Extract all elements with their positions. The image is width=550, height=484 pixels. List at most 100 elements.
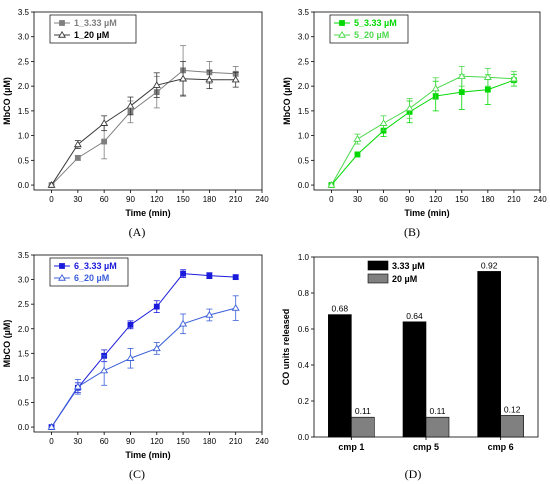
panel-label: (C) [129, 467, 145, 481]
bar-value-label: 0.11 [355, 406, 371, 416]
legend-box [49, 14, 137, 44]
y-axis-label: MbCO (µM) [2, 77, 12, 125]
y-tick-label: 0.0 [298, 181, 310, 190]
x-tick-label: 240 [533, 195, 547, 204]
y-tick-label: 3.0 [18, 33, 30, 42]
data-point [457, 72, 466, 79]
x-tick-label: 120 [150, 437, 164, 446]
plot-frame [313, 11, 541, 191]
legend-box [49, 257, 129, 287]
x-tick-label: 0 [329, 195, 334, 204]
data-point [206, 272, 213, 279]
data-point [74, 154, 81, 161]
x-tick-label: 150 [455, 195, 469, 204]
data-point [231, 304, 240, 311]
series-line [51, 273, 236, 428]
y-tick-label: 0.5 [18, 399, 30, 408]
legend-swatch [367, 260, 389, 271]
data-point [205, 310, 214, 318]
legend-marker [58, 273, 66, 281]
legend-label: 5_3.33 µM [354, 18, 397, 28]
data-point [180, 270, 186, 277]
data-point [327, 180, 336, 188]
series-line [51, 78, 236, 186]
data-point [126, 354, 135, 361]
series-1 [47, 61, 240, 188]
legend: 6_3.33 µM 6_20 µM [49, 257, 129, 287]
y-tick-label: 0.5 [298, 156, 310, 165]
y-tick-label: 0.4 [298, 361, 310, 370]
x-tick-label: 210 [507, 195, 521, 204]
x-tick-label: 30 [73, 195, 82, 204]
x-tick-label: 180 [481, 195, 495, 204]
data-point [484, 86, 491, 93]
panel-label: (B) [404, 225, 420, 239]
series-line [51, 69, 236, 186]
plot-frame [33, 254, 263, 433]
bar-value-label: 0.68 [332, 304, 349, 314]
data-point [205, 75, 214, 83]
data-point [152, 344, 161, 352]
bar-value-label: 0.64 [406, 311, 423, 321]
legend-label: 3.33 µM [392, 261, 425, 271]
x-tick-label: 120 [150, 195, 164, 204]
y-tick-label: 1.5 [18, 349, 30, 358]
line-panel-0: 0 30 60 90 120 150 180 210 240 0.0 0.5 1.0 1.5 2.0 2.5… [2, 8, 269, 239]
data-point [379, 119, 388, 126]
legend: 1_3.33 µM 1_20 µM [49, 14, 137, 44]
y-tick-label: 3.0 [18, 276, 30, 285]
data-point [405, 104, 414, 112]
legend-label: 6_3.33 µM [74, 261, 117, 271]
y-tick-label: 0.0 [18, 181, 30, 190]
y-tick-label: 0.0 [18, 423, 30, 432]
y-tick-label: 0.0 [298, 433, 310, 442]
legend-marker [339, 20, 345, 26]
series-0 [48, 45, 239, 188]
data-point [232, 274, 239, 281]
legend-label: 6_20 µM [74, 273, 109, 283]
data-point [73, 140, 82, 148]
data-point [47, 180, 56, 188]
data-point [483, 73, 492, 80]
y-tick-label: 1.0 [18, 132, 30, 141]
legend-marker [338, 30, 346, 38]
y-tick-label: 0.5 [18, 156, 30, 165]
data-point [458, 89, 465, 95]
y-tick-label: 2.5 [18, 300, 30, 309]
bar-value-label: 0.92 [481, 260, 498, 270]
x-axis-label: Time (min) [125, 208, 170, 218]
legend: 3.33 µM 20 µM [367, 260, 425, 284]
panel-label: (A) [129, 225, 146, 239]
legend-label: 5_20 µM [354, 30, 389, 40]
x-tick-label: 240 [255, 195, 269, 204]
y-tick-label: 3.0 [298, 33, 310, 42]
series-0 [48, 269, 239, 430]
series-1 [47, 295, 240, 430]
x-axis-label: Time (min) [125, 450, 170, 460]
y-tick-label: 2.5 [18, 57, 30, 66]
y-axis-label: CO units released [281, 309, 291, 386]
bar-value-label: 0.11 [430, 406, 446, 416]
x-tick-label: 150 [176, 437, 190, 446]
data-point [353, 134, 362, 142]
x-tick-label: 90 [126, 195, 135, 204]
x-tick-label: 90 [405, 195, 414, 204]
data-point [73, 382, 82, 390]
y-tick-label: 0.2 [298, 397, 310, 406]
legend-label: 20 µM [392, 274, 417, 284]
x-tick-label: 0 [49, 195, 54, 204]
legend-label: 1_3.33 µM [74, 18, 117, 28]
x-tick-label: 60 [100, 195, 109, 204]
x-tick-label: 150 [176, 195, 190, 204]
y-tick-label: 2.0 [18, 82, 30, 91]
x-tick-label: 210 [229, 437, 243, 446]
y-axis-label: MbCO (µM) [282, 77, 292, 125]
x-tick-label: 180 [203, 195, 217, 204]
legend-swatch [367, 273, 389, 284]
bar [328, 314, 352, 438]
data-point [152, 81, 161, 88]
panel-label: (D) [405, 467, 422, 481]
y-tick-label: 2.0 [298, 82, 310, 91]
data-point [509, 74, 518, 82]
